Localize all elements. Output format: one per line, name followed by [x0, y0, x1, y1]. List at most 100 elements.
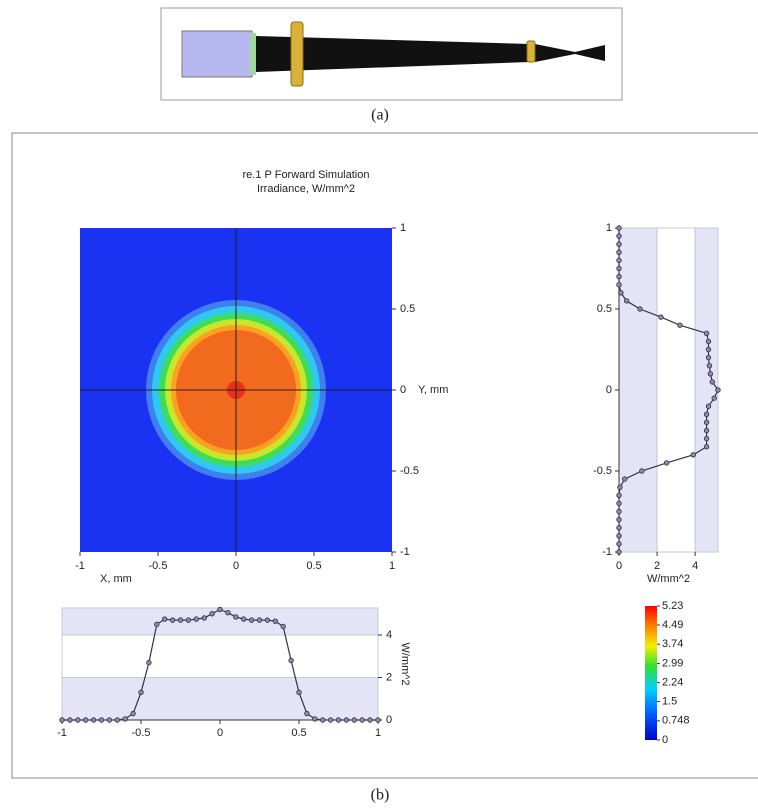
colorbar-tick-label: 2.24 — [662, 677, 683, 689]
data-point — [617, 493, 622, 498]
data-point — [218, 607, 223, 612]
y-tick-label: 4 — [386, 629, 392, 641]
irradiance-map — [80, 228, 392, 552]
data-point — [617, 550, 622, 555]
data-point — [622, 477, 627, 482]
colorbar-tick-label: 4.49 — [662, 619, 683, 631]
colorbar-tick-label: 1.5 — [662, 695, 677, 707]
y-tick-label: 1 — [606, 222, 612, 234]
x-tick-label: -0.5 — [132, 727, 151, 739]
data-point — [76, 718, 81, 723]
colorbar-tick-label: 0.748 — [662, 715, 690, 727]
data-point — [659, 315, 664, 320]
data-point — [273, 619, 278, 624]
y-tick-label: 0.5 — [597, 303, 612, 315]
colorbar-tick-label: 3.74 — [662, 638, 683, 650]
y-tick-label: -0.5 — [400, 465, 419, 477]
x-tick-label: 4 — [692, 560, 698, 572]
colorbar-tick-label: 0 — [662, 734, 668, 746]
caption: (a) — [371, 107, 389, 124]
data-point — [704, 436, 709, 441]
data-point — [83, 718, 88, 723]
data-point — [617, 266, 622, 271]
data-point — [328, 718, 333, 723]
x-tick-label: 1 — [375, 727, 381, 739]
data-point — [704, 428, 709, 433]
data-point — [617, 258, 622, 263]
band — [619, 228, 657, 552]
data-point — [619, 291, 624, 296]
data-point — [716, 388, 721, 393]
data-point — [178, 618, 183, 623]
y-tick-label: 0 — [386, 714, 392, 726]
data-point — [617, 525, 622, 530]
x-tick-label: 0 — [616, 560, 622, 572]
data-point — [708, 372, 713, 377]
data-point — [241, 617, 246, 622]
data-point — [617, 534, 622, 539]
data-point — [617, 509, 622, 514]
data-point — [155, 622, 160, 627]
data-point — [257, 618, 262, 623]
data-point — [313, 717, 318, 722]
data-point — [617, 274, 622, 279]
data-point — [706, 404, 711, 409]
data-point — [704, 420, 709, 425]
data-point — [210, 611, 215, 616]
optical-layout — [161, 8, 622, 100]
data-point — [618, 485, 623, 490]
y-tick-label: 1 — [400, 222, 406, 234]
data-point — [691, 453, 696, 458]
colorbar-tick-label: 5.23 — [662, 600, 683, 612]
band — [62, 635, 378, 678]
data-point — [186, 618, 191, 623]
x-tick-label: 0.5 — [291, 727, 306, 739]
data-point — [289, 658, 294, 663]
data-point — [147, 660, 152, 665]
data-point — [706, 339, 711, 344]
data-point — [68, 718, 73, 723]
colorbar — [645, 606, 657, 740]
data-point — [352, 718, 357, 723]
data-point — [131, 711, 136, 716]
data-point — [617, 242, 622, 247]
chart-subtitle: Irradiance, W/mm^2 — [257, 183, 355, 195]
x-tick-label: 2 — [654, 560, 660, 572]
data-point — [265, 618, 270, 623]
data-point — [320, 718, 325, 723]
band — [62, 677, 378, 720]
data-point — [162, 617, 167, 622]
data-point — [139, 690, 144, 695]
data-point — [60, 718, 65, 723]
data-point — [123, 717, 128, 722]
x-axis-label: W/mm^2 — [647, 573, 690, 585]
x-tick-label: 0.5 — [306, 560, 321, 572]
x-tick-label: 0 — [233, 560, 239, 572]
data-point — [710, 380, 715, 385]
data-point — [617, 226, 622, 231]
data-point — [664, 461, 669, 466]
data-point — [115, 718, 120, 723]
data-point — [617, 542, 622, 547]
data-point — [617, 234, 622, 239]
band — [657, 228, 695, 552]
data-point — [617, 282, 622, 287]
data-point — [360, 718, 365, 723]
data-point — [234, 615, 239, 620]
data-point — [707, 363, 712, 368]
data-point — [305, 711, 310, 716]
data-point — [336, 718, 341, 723]
caption: (b) — [371, 787, 390, 804]
data-point — [226, 610, 231, 615]
data-point — [640, 469, 645, 474]
data-point — [194, 617, 199, 622]
y-tick-label: -1 — [400, 546, 410, 558]
x-tick-label: -1 — [57, 727, 67, 739]
data-point — [344, 718, 349, 723]
y-tick-label: 0 — [606, 384, 612, 396]
data-point — [99, 718, 104, 723]
data-point — [678, 323, 683, 328]
data-point — [297, 690, 302, 695]
data-point — [617, 517, 622, 522]
colorbar-tick-label: 2.99 — [662, 657, 683, 669]
